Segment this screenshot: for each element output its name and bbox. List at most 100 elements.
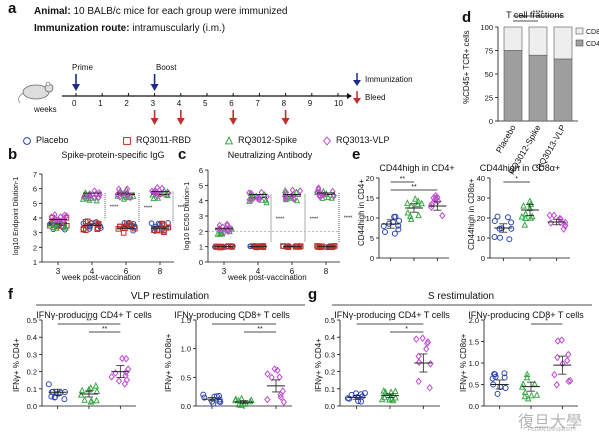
timeline [62, 74, 352, 125]
legend-swatch-cd8 [575, 27, 584, 35]
timeline-tick-label: 3 [150, 99, 156, 108]
data-point [392, 387, 399, 394]
y-tick-label: 0.0 [469, 402, 479, 411]
y-tick-label: 0.5 [325, 316, 335, 325]
data-point [396, 217, 403, 224]
panel-f-left-title: IFNγ-producing CD4+ T cells [36, 310, 152, 320]
timeline-tick-label: 8 [281, 99, 287, 108]
bleed-arrow-icon [353, 91, 361, 104]
data-point [550, 211, 558, 220]
data-point [404, 208, 412, 216]
data-point [415, 377, 422, 386]
y-tick-label: 0.5 [469, 381, 479, 390]
data-point [282, 195, 289, 203]
data-point [562, 218, 569, 227]
sig-marker: * [389, 318, 392, 325]
legend-item: RQ3012-Spike [238, 135, 298, 145]
legend-swatch-cd4 [575, 39, 584, 47]
y-tick-label: 6 [33, 185, 37, 194]
data-point [315, 185, 322, 194]
data-point [87, 397, 95, 405]
data-point [50, 218, 57, 226]
data-point [256, 195, 263, 204]
immunization-arrow-head [72, 84, 80, 91]
data-point [127, 193, 134, 202]
data-point [432, 194, 440, 203]
data-point [321, 190, 328, 199]
panel-b-chart: 1 2 3 4 5 6 7 3 4 6 8 **** **** **** [33, 170, 187, 276]
data-point [119, 354, 126, 363]
panel-f-label: f [8, 286, 13, 303]
data-point [560, 225, 567, 233]
data-point [553, 381, 560, 389]
panel-e-chart: 0 5 10 15 20 ** ** 0 10 20 30 40 * [366, 174, 570, 263]
data-point [322, 136, 332, 146]
data-point [210, 400, 217, 407]
data-point [274, 366, 281, 375]
panel-g-right-title: IFNγ-producing CD8+ T cells [468, 310, 584, 320]
panel-e-label: e [352, 146, 361, 163]
y-tick-label: 30 [477, 194, 485, 203]
data-point [280, 243, 286, 249]
bar-cd8 [528, 26, 548, 56]
data-point [91, 187, 98, 195]
data-point [248, 189, 255, 197]
data-point [148, 220, 155, 226]
x-tick-label: 8 [158, 267, 163, 276]
data-point [413, 335, 420, 343]
data-point [246, 397, 254, 405]
y-tick-label: 0.1 [27, 385, 37, 394]
animal-label: Animal: [34, 6, 71, 17]
legend-item: RQ3013-VLP [336, 135, 390, 145]
data-point [81, 190, 88, 198]
data-point [200, 391, 207, 398]
data-point [63, 212, 70, 220]
immunization-arrow-icon [353, 73, 361, 86]
animal-text: 10 BALB/c mice for each group were immun… [70, 6, 288, 17]
timeline-tick-label: 4 [176, 99, 182, 108]
prime-label: Prime [72, 63, 93, 72]
data-point [381, 393, 389, 401]
y-tick-label: 20 [477, 214, 485, 223]
boost-label: Boost [156, 63, 177, 72]
data-point [344, 395, 351, 402]
data-point [565, 350, 572, 359]
data-point [93, 396, 100, 404]
panel-g-left-title: IFNγ-producing CD4+ T cells [334, 310, 450, 320]
route-text: intramuscularly (i.m.) [129, 23, 226, 34]
panel-f-restim: VLP restimulation [130, 291, 210, 302]
sig-marker: * [243, 318, 246, 325]
y-tick-label: 15 [366, 194, 374, 203]
y-tick-label: 0.3 [27, 350, 37, 359]
data-point [439, 211, 446, 220]
data-point [523, 370, 531, 377]
sig-marker: **** [533, 10, 544, 17]
sig-marker: **** [178, 205, 187, 211]
circle-marker-icon [23, 137, 31, 145]
y-tick-label: 0.1 [325, 385, 335, 394]
data-point [254, 244, 260, 251]
y-tick-label: 10 [366, 214, 374, 223]
sig-marker: ** [102, 326, 108, 333]
data-point [96, 189, 103, 197]
panel-a-label: a [8, 0, 17, 17]
animal-line: Animal: 10 BALB/c mice for each group we… [34, 6, 287, 17]
y-tick-label: 0 [370, 254, 374, 263]
y-tick-label: 100 [480, 23, 493, 32]
bleed-arrow-head [176, 118, 185, 125]
x-tick-label: 6 [124, 267, 129, 276]
data-point [567, 376, 574, 385]
data-point [395, 226, 402, 233]
data-point [159, 220, 165, 227]
data-point [157, 190, 164, 198]
route-label: Immunization route: [34, 23, 130, 34]
data-point [161, 187, 168, 194]
data-point [219, 223, 226, 231]
panel-g-restim: S restimulation [427, 291, 495, 302]
data-point [250, 243, 256, 249]
data-point [428, 200, 435, 209]
y-tick-label: 2 [199, 227, 203, 236]
data-point [160, 222, 167, 229]
data-point [508, 219, 515, 226]
